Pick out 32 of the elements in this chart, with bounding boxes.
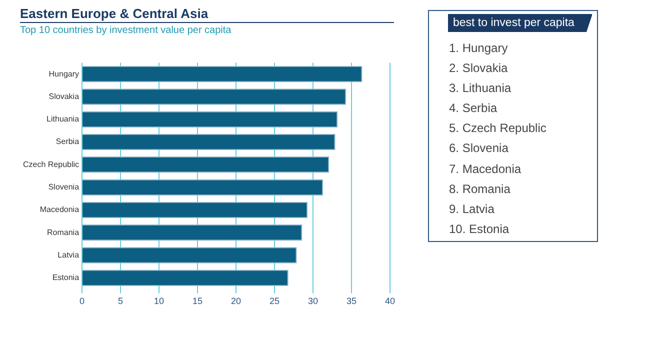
text: 8. Romania bbox=[449, 180, 512, 198]
chart-subtitle: Top 10 countries by investment value per capita bbox=[20, 25, 232, 36]
x-tick-label: 10 bbox=[154, 296, 164, 306]
y-tick-label: Latvia bbox=[58, 250, 80, 260]
x-tick-label: 5 bbox=[118, 296, 124, 306]
chart-title: Eastern Europe & Central Asia bbox=[20, 6, 394, 23]
text: best to invest per capita bbox=[448, 14, 592, 32]
text: 2. Slovakia bbox=[449, 60, 509, 78]
text: 6. Slovenia bbox=[449, 140, 510, 158]
y-tick-label: Slovakia bbox=[48, 92, 80, 101]
x-tick-label: 15 bbox=[192, 296, 203, 306]
text: 1. Hungary bbox=[449, 40, 509, 57]
y-tick-label: Macedonia bbox=[40, 205, 80, 214]
x-tick-label: 25 bbox=[270, 296, 280, 306]
x-tick-label: 20 bbox=[231, 296, 242, 306]
y-tick-label: Hungary bbox=[48, 69, 80, 78]
text: 3. Lithuania bbox=[449, 80, 512, 98]
y-tick-label: Lithuania bbox=[46, 114, 80, 124]
y-tick-label: Serbia bbox=[56, 137, 80, 146]
text: 10. Estonia bbox=[449, 220, 510, 238]
y-tick-label: Czech Republic bbox=[22, 160, 80, 169]
text: 4. Serbia bbox=[449, 100, 498, 118]
x-tick-label: 35 bbox=[346, 296, 357, 306]
text: 9. Latvia bbox=[449, 200, 496, 218]
y-tick-label: Estonia bbox=[52, 273, 80, 282]
x-tick-label: 30 bbox=[308, 296, 318, 306]
x-tick-label: 0 bbox=[80, 296, 85, 306]
text: 7. Macedonia bbox=[449, 160, 522, 178]
x-tick-label: 40 bbox=[384, 296, 396, 306]
y-tick-label: Slovenia bbox=[48, 182, 80, 192]
text: 5. Czech Republic bbox=[449, 120, 546, 138]
y-tick-label: Romania bbox=[47, 228, 80, 237]
